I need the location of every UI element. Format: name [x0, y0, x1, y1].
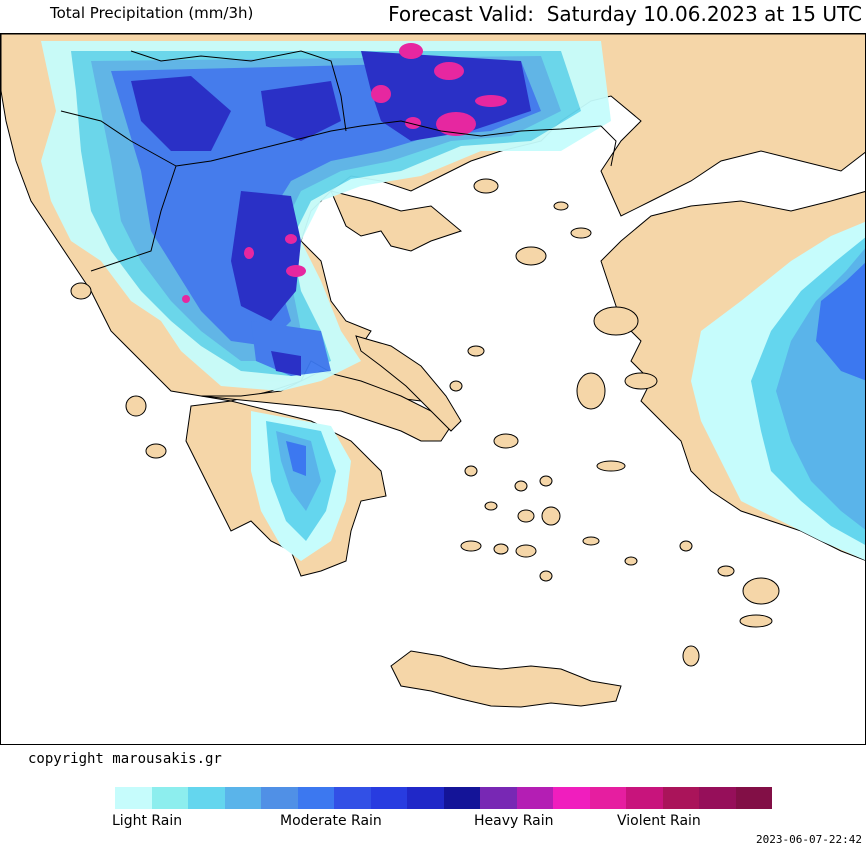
legend-label-heavy-rain: Heavy Rain [474, 813, 554, 829]
copyright-text: copyright marousakis.gr [28, 751, 222, 767]
legend-swatch-18 [735, 787, 772, 809]
legend-swatch-13 [553, 787, 590, 809]
aegean-islands [70, 178, 780, 667]
land-euboea [355, 335, 462, 432]
legend-swatch-17 [699, 787, 736, 809]
precip-peloponnese [251, 411, 351, 561]
land-chalkidiki [330, 190, 463, 252]
legend-swatch-9 [407, 787, 444, 809]
legend-label-violent-rain: Violent Rain [617, 813, 701, 829]
legend-swatch-6 [297, 787, 334, 809]
legend-swatch-15 [626, 787, 663, 809]
generation-timestamp: 2023-06-07-22:42 [756, 833, 862, 846]
legend-swatch-12 [516, 787, 553, 809]
land-crete [390, 650, 622, 708]
legend-swatch-3 [188, 787, 225, 809]
precipitation-map [0, 33, 866, 745]
precip-turkey [691, 221, 865, 561]
legend-swatch-14 [589, 787, 626, 809]
legend-swatch-2 [151, 787, 188, 809]
legend-swatch-8 [370, 787, 407, 809]
forecast-valid-time: Forecast Valid: Saturday 10.06.2023 at 1… [388, 2, 862, 26]
legend-swatch-1 [115, 787, 152, 809]
legend-label-light-rain: Light Rain [112, 813, 183, 829]
map-title: Total Precipitation (mm/3h) [50, 4, 254, 22]
legend-swatch-10 [443, 787, 480, 809]
legend-swatch-4 [224, 787, 261, 809]
legend-swatch-11 [480, 787, 517, 809]
country-borders [60, 50, 617, 272]
legend-swatch-7 [334, 787, 371, 809]
precipitation-legend-colorbar [115, 787, 772, 809]
legend-label-moderate-rain: Moderate Rain [280, 813, 382, 829]
legend-swatch-16 [662, 787, 699, 809]
legend-swatch-5 [261, 787, 298, 809]
